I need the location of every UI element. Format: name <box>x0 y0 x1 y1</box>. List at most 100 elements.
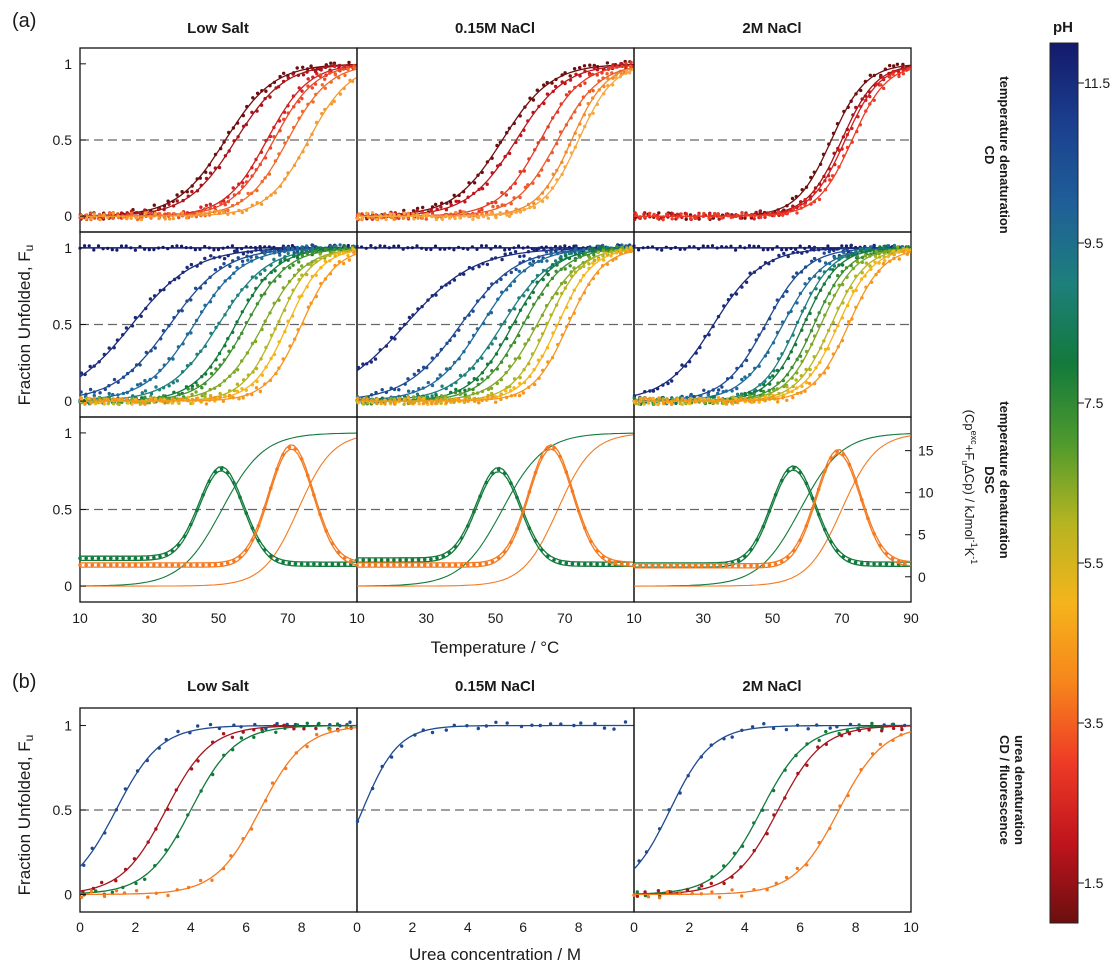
data-point <box>223 203 227 207</box>
data-point <box>637 248 641 252</box>
data-point <box>558 316 563 320</box>
data-point <box>495 367 499 371</box>
series-line <box>80 64 358 217</box>
fraction-curve <box>357 434 635 587</box>
data-point <box>246 258 250 262</box>
data-point <box>587 255 591 259</box>
data-point <box>452 398 457 402</box>
data-point <box>550 263 555 267</box>
data-point <box>258 162 262 167</box>
data-point <box>541 136 546 140</box>
data-point <box>463 316 467 321</box>
data-point <box>79 390 83 394</box>
data-point <box>379 563 384 567</box>
data-point <box>758 383 762 387</box>
data-point <box>153 211 158 216</box>
data-point <box>236 201 240 206</box>
data-point <box>311 243 315 248</box>
data-point <box>138 212 143 216</box>
data-point <box>595 562 599 566</box>
data-point <box>240 359 244 363</box>
data-point <box>486 346 490 350</box>
data-point <box>818 373 822 377</box>
data-point <box>509 394 514 398</box>
data-point <box>791 333 795 337</box>
data-point <box>114 889 119 893</box>
data-point <box>532 302 536 307</box>
data-point <box>499 397 503 402</box>
data-point <box>537 104 541 109</box>
data-point <box>546 554 550 558</box>
data-point <box>255 302 260 306</box>
data-point <box>556 342 560 347</box>
data-point <box>163 212 167 216</box>
data-point <box>281 286 285 290</box>
data-point <box>311 100 315 104</box>
data-point <box>837 165 841 169</box>
data-point <box>319 281 323 286</box>
data-point <box>699 564 704 568</box>
data-point <box>815 723 819 727</box>
data-point <box>509 540 513 545</box>
data-point <box>678 791 682 795</box>
data-point <box>872 98 876 103</box>
data-point <box>891 738 895 742</box>
data-point <box>148 215 152 219</box>
data-point <box>809 202 813 206</box>
data-point <box>272 249 276 253</box>
data-point <box>444 728 448 732</box>
data-point <box>563 81 567 86</box>
data-point <box>140 391 144 395</box>
data-point <box>555 251 560 256</box>
data-point <box>186 387 190 391</box>
data-point <box>573 270 578 274</box>
data-point <box>283 255 287 259</box>
data-point <box>337 68 341 73</box>
data-point <box>761 524 766 529</box>
data-point <box>533 470 538 475</box>
data-point <box>785 211 789 216</box>
data-point <box>780 320 785 324</box>
data-point <box>523 302 528 306</box>
data-point <box>838 804 842 808</box>
data-point <box>711 395 715 399</box>
data-point <box>425 212 430 216</box>
data-point <box>392 563 396 567</box>
data-point <box>92 248 96 252</box>
data-point <box>601 249 606 253</box>
data-point <box>789 309 793 314</box>
data-point <box>447 281 452 285</box>
column-title-2m-b: 2M NaCl <box>742 678 801 695</box>
data-point <box>642 215 647 219</box>
data-point <box>687 564 692 568</box>
data-point <box>291 72 295 76</box>
data-point <box>208 202 212 206</box>
data-point <box>860 255 865 260</box>
data-point <box>527 526 532 530</box>
data-point <box>558 130 563 134</box>
data-point <box>725 377 730 381</box>
dsc-trace <box>634 453 912 569</box>
data-point <box>500 290 504 294</box>
data-point <box>518 261 522 265</box>
data-point <box>504 272 508 277</box>
data-point <box>849 99 853 103</box>
data-point <box>239 725 243 729</box>
data-point <box>135 211 139 215</box>
data-point <box>281 79 286 84</box>
data-point <box>218 255 222 259</box>
data-point <box>763 213 767 217</box>
data-point <box>817 276 821 280</box>
x-tick-label: 8 <box>298 919 306 935</box>
data-point <box>255 91 260 96</box>
data-point <box>283 726 287 730</box>
data-point <box>133 400 138 405</box>
data-point <box>352 66 356 70</box>
data-point <box>550 186 555 190</box>
data-point <box>275 721 279 726</box>
data-point <box>804 185 809 189</box>
data-point <box>193 248 197 252</box>
data-point <box>583 69 587 73</box>
y-tick-label: 1 <box>64 56 72 72</box>
data-point <box>860 296 864 300</box>
